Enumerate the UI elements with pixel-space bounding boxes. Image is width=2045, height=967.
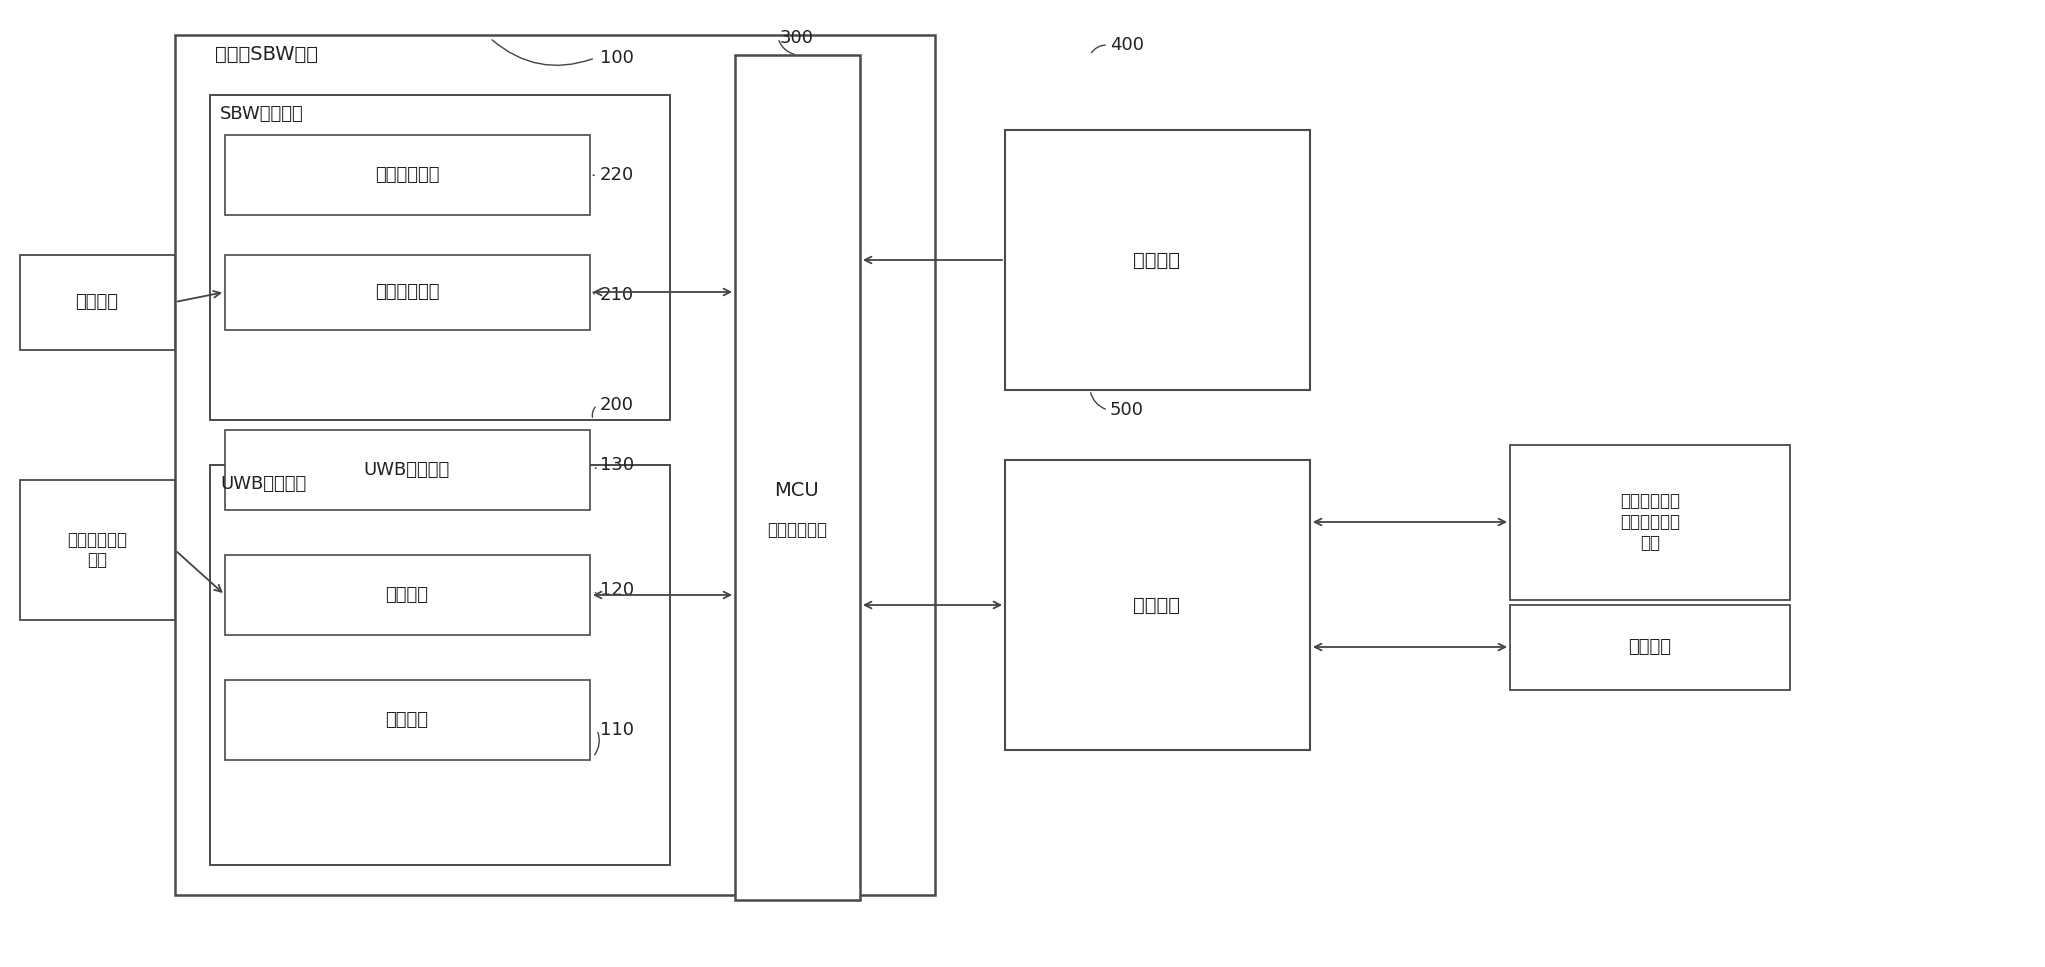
Text: 200: 200: [599, 396, 634, 414]
Text: 挡位灯光模块: 挡位灯光模块: [374, 283, 440, 301]
Text: 集成式SBW模块: 集成式SBW模块: [215, 45, 319, 64]
Text: 210: 210: [599, 286, 634, 304]
Text: 挡位信号: 挡位信号: [76, 293, 119, 311]
Text: 挡位识别模块: 挡位识别模块: [374, 166, 440, 184]
FancyBboxPatch shape: [225, 430, 591, 510]
Text: 500: 500: [1110, 401, 1143, 419]
Text: 220: 220: [599, 166, 634, 184]
Text: 用户信号发射
设备: 用户信号发射 设备: [67, 531, 127, 570]
FancyBboxPatch shape: [225, 555, 591, 635]
FancyBboxPatch shape: [225, 255, 591, 330]
Text: MCU: MCU: [775, 481, 820, 500]
Text: 通讯模块: 通讯模块: [1133, 596, 1180, 614]
FancyBboxPatch shape: [211, 95, 671, 420]
Text: UWB功能单元: UWB功能单元: [221, 475, 307, 493]
Text: UWB检测芯片: UWB检测芯片: [364, 461, 450, 479]
Text: 电源模块: 电源模块: [1133, 250, 1180, 270]
FancyBboxPatch shape: [1509, 445, 1789, 600]
FancyBboxPatch shape: [1004, 130, 1311, 390]
FancyBboxPatch shape: [20, 255, 176, 350]
FancyBboxPatch shape: [211, 465, 671, 865]
FancyBboxPatch shape: [1509, 605, 1789, 690]
Text: 天线模块: 天线模块: [387, 586, 429, 604]
Text: 蓝牙模块: 蓝牙模块: [387, 711, 429, 729]
Text: SBW功能单元: SBW功能单元: [221, 105, 305, 123]
Text: 其他节点: 其他节点: [1628, 638, 1671, 656]
Text: 130: 130: [599, 456, 634, 474]
Text: （主控模块）: （主控模块）: [767, 521, 826, 539]
FancyBboxPatch shape: [20, 480, 176, 620]
FancyBboxPatch shape: [734, 55, 861, 900]
Text: 相关节点（屏
幕、汽车大灯
等）: 相关节点（屏 幕、汽车大灯 等）: [1620, 492, 1681, 552]
Text: 400: 400: [1110, 36, 1143, 54]
Text: 100: 100: [599, 49, 634, 67]
Text: 110: 110: [599, 721, 634, 739]
FancyBboxPatch shape: [225, 135, 591, 215]
FancyBboxPatch shape: [225, 680, 591, 760]
Text: 300: 300: [779, 29, 814, 47]
FancyBboxPatch shape: [1004, 460, 1311, 750]
Text: 120: 120: [599, 581, 634, 599]
